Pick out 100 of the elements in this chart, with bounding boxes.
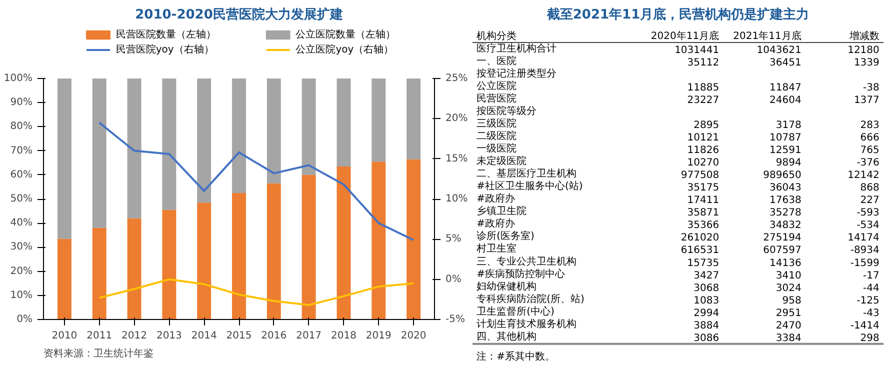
category-label: 民营医院	[476, 92, 517, 104]
data-label: 666	[860, 132, 880, 144]
data-label: 227	[860, 195, 880, 206]
category-label: #社区卫生服务中心(站)	[476, 180, 583, 192]
category-label: 未定级医院	[476, 155, 527, 168]
category-label: 乡镇卫生院	[476, 205, 527, 218]
category-label: 村卫生室	[476, 242, 517, 255]
data-label: 977508	[680, 170, 720, 182]
data-label: 11847	[769, 82, 802, 94]
bar	[197, 78, 212, 203]
data-label: -125	[856, 295, 880, 306]
category-label: 公立医院	[476, 80, 517, 92]
y-tick-label: 60%	[10, 169, 33, 180]
data-label: 36043	[769, 182, 802, 194]
legend-label: 公立医院yoy（右轴）	[296, 44, 394, 56]
x-tick-label: 2015	[226, 330, 252, 342]
text: 2020年11月底	[650, 30, 720, 42]
bar	[92, 228, 106, 320]
category-label: 卫生监督所(中心)	[476, 305, 555, 318]
data-label: -8934	[850, 245, 880, 256]
data-label: 283	[860, 120, 880, 131]
text: 机构分类	[476, 30, 517, 42]
y-tick-label: 50%	[10, 194, 33, 204]
category-label: 妇幼保健机构	[476, 280, 537, 292]
data-label: -43	[863, 308, 880, 319]
data-label: 12180	[848, 44, 880, 56]
line-series	[98, 122, 415, 241]
data-label: 958	[782, 295, 802, 306]
data-label: -17	[863, 270, 880, 282]
bar	[162, 210, 176, 320]
category-label: 四、其他机构	[476, 330, 537, 342]
category-label: 二级医院	[476, 130, 517, 142]
data-label: 3384	[776, 332, 802, 344]
y2-tick-label: 0%	[446, 274, 462, 285]
data-label: 10121	[687, 132, 720, 144]
data-label: 24604	[769, 94, 802, 106]
data-label: 3068	[694, 282, 720, 294]
data-label: 765	[860, 145, 880, 156]
data-label: 1339	[854, 57, 880, 68]
data-label: 15735	[687, 258, 720, 269]
data-label: 14174	[848, 232, 880, 244]
y-tick-label: 10%	[10, 290, 33, 301]
x-tick-label: 2018	[331, 330, 356, 342]
data-label: 3427	[694, 270, 720, 282]
category-label: 三、专业公共卫生机构	[476, 255, 577, 268]
text: 资料来源：卫生统计年鉴	[44, 348, 154, 360]
y2-tick-label: 20%	[446, 113, 468, 124]
data-label: 1031441	[674, 44, 720, 56]
data-label: 35871	[687, 208, 720, 219]
category-label: 计划生育技术服务机构	[476, 318, 577, 330]
data-label: 1043621	[756, 44, 802, 56]
data-label: 616531	[680, 245, 720, 256]
category-label: #疾病预防控制中心	[476, 268, 565, 280]
x-tick-label: 2014	[191, 330, 217, 342]
bar	[57, 238, 72, 320]
data-label: 261020	[680, 232, 720, 244]
data-label: 607597	[763, 245, 802, 256]
data-label: 2470	[776, 320, 802, 332]
bar	[406, 78, 421, 160]
data-label: 3884	[694, 320, 720, 332]
data-label: 17411	[687, 195, 720, 206]
data-label: 35366	[687, 220, 720, 232]
bar	[232, 192, 246, 320]
category-label: 一级医院	[476, 142, 517, 155]
bar	[232, 78, 246, 193]
data-label: 3086	[694, 332, 720, 344]
data-label: -593	[856, 208, 880, 219]
category-label: 一、医院	[476, 54, 517, 67]
bar	[266, 183, 281, 320]
x-tick-label: 2017	[296, 330, 322, 342]
data-label: 36451	[769, 57, 802, 68]
x-tick-label: 2020	[400, 330, 426, 342]
legend-label: 公立医院数量（左轴）	[296, 28, 396, 40]
data-label: 868	[860, 182, 880, 194]
data-label: 2895	[694, 120, 720, 131]
text: 2021年11月底	[733, 30, 802, 42]
bar	[336, 166, 351, 320]
y-tick-label: 40%	[10, 218, 33, 229]
data-label: -1599	[850, 258, 880, 269]
category-label: 医疗卫生机构合计	[476, 42, 557, 54]
y-tick-label: 0%	[16, 314, 33, 325]
data-label: 275194	[763, 232, 802, 244]
data-label: -534	[856, 220, 880, 232]
bar	[302, 174, 316, 320]
bar	[127, 218, 142, 320]
data-label: 12591	[769, 145, 802, 156]
line-series	[98, 278, 415, 306]
bar	[372, 78, 386, 162]
data-label: 17638	[769, 195, 802, 206]
y2-tick-label: 10%	[446, 194, 468, 204]
data-label: 23227	[687, 94, 720, 106]
text: 增减数	[848, 30, 880, 42]
y-tick-label: 100%	[4, 73, 33, 84]
data-label: 1083	[694, 295, 720, 306]
data-label: -38	[863, 82, 880, 94]
data-label: 3178	[776, 120, 802, 131]
data-label: -44	[863, 282, 880, 294]
x-tick-label: 2010	[52, 330, 78, 342]
data-label: 2994	[694, 308, 720, 319]
category-label: #政府办	[476, 192, 515, 205]
